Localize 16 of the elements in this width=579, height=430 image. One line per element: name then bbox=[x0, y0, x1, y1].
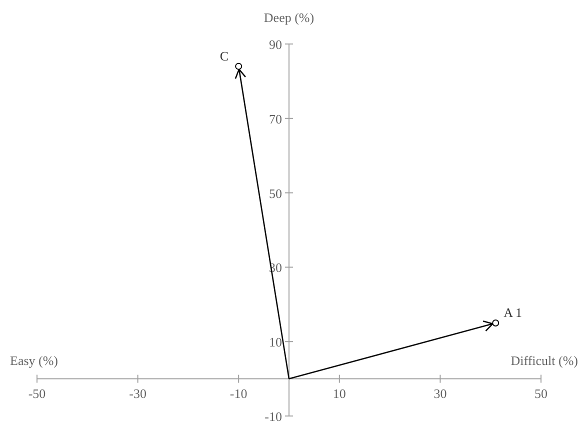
x-tick-label: -30 bbox=[129, 386, 146, 401]
x-tick-label: 30 bbox=[434, 386, 447, 401]
x-axis-title: Difficult (%) bbox=[510, 352, 578, 368]
annotation: Easy (%) bbox=[10, 352, 58, 368]
y-tick-label: 50 bbox=[269, 186, 282, 201]
x-tick-label: -10 bbox=[230, 386, 248, 401]
y-tick-label: -10 bbox=[264, 409, 282, 424]
y-tick-label: 70 bbox=[269, 111, 282, 126]
y-tick-label: 10 bbox=[269, 334, 282, 350]
annotation: C bbox=[220, 48, 229, 64]
y-axis-title: Deep (%) bbox=[264, 10, 314, 25]
x-tick-label: 50 bbox=[534, 386, 548, 401]
annotation: A 1 bbox=[504, 305, 522, 320]
x-tick-label: 10 bbox=[332, 386, 346, 401]
x-tick-label: -50 bbox=[28, 386, 46, 401]
y-tick-label: 90 bbox=[269, 37, 282, 52]
